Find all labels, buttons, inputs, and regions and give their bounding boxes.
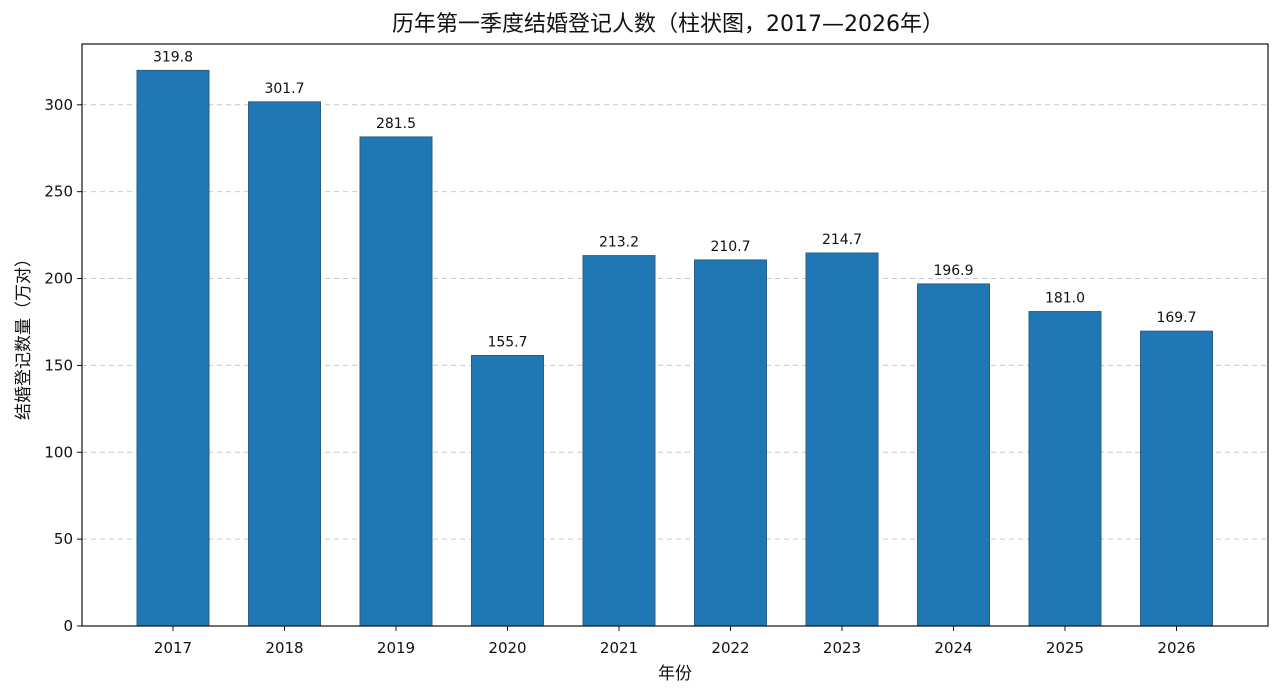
bars (136, 69, 1213, 627)
bar-2020 (471, 355, 544, 627)
bar-value-label: 281.5 (376, 116, 416, 132)
bar-2026 (1140, 330, 1213, 627)
y-tick-label: 100 (44, 443, 73, 461)
x-tick-label: 2026 (1157, 639, 1195, 657)
bar-value-label: 214.7 (822, 232, 862, 248)
y-tick-label: 50 (54, 530, 73, 548)
bar-2021 (582, 255, 656, 627)
x-tick-label: 2025 (1046, 639, 1084, 657)
x-tick-label: 2023 (823, 639, 861, 657)
x-axis-ticks: 2017 2018 2019 2020 2021 2022 2023 2024 2025 2026 (154, 626, 1196, 657)
bar-value-label: 169.7 (1156, 310, 1196, 326)
bar-value-label: 181.0 (1045, 291, 1085, 307)
y-tick-label: 200 (44, 270, 73, 288)
x-axis-label: 年份 (658, 664, 692, 684)
plot-area-frame (81, 43, 1269, 627)
bar-2024 (917, 283, 990, 627)
bar-2025 (1028, 311, 1102, 627)
y-tick-label: 250 (44, 183, 73, 201)
y-tick-label: 150 (44, 356, 73, 374)
chart-title: 历年第一季度结婚登记人数（柱状图，2017—2026年） (392, 12, 944, 37)
bar-2017 (136, 69, 210, 627)
x-tick-label: 2021 (600, 639, 638, 657)
bar-value-label: 210.7 (710, 239, 750, 255)
y-tick-label: 300 (44, 96, 73, 114)
data-labels: 319.8 301.7 281.5 155.7 213.2 210.7 214.7 196.9… (153, 49, 1197, 350)
bar-value-label: 319.8 (153, 49, 193, 65)
x-tick-label: 2017 (154, 639, 192, 657)
bar-2018 (248, 101, 321, 627)
bar-2019 (359, 136, 433, 627)
bar-2022 (694, 259, 767, 627)
x-tick-label: 2024 (934, 639, 972, 657)
x-tick-label: 2019 (377, 639, 415, 657)
x-tick-label: 2020 (488, 639, 526, 657)
x-tick-label: 2022 (711, 639, 749, 657)
y-tick-label: 0 (63, 617, 73, 635)
x-tick-label: 2018 (265, 639, 303, 657)
bar-2023 (805, 252, 879, 627)
y-axis-label: 结婚登记数量（万对） (14, 250, 34, 420)
bar-value-label: 301.7 (264, 81, 304, 97)
bar-value-label: 213.2 (599, 235, 639, 251)
bar-value-label: 196.9 (933, 263, 973, 279)
y-axis-ticks: 0 50 100 150 200 250 300 (44, 96, 82, 635)
bar-value-label: 155.7 (487, 335, 527, 351)
